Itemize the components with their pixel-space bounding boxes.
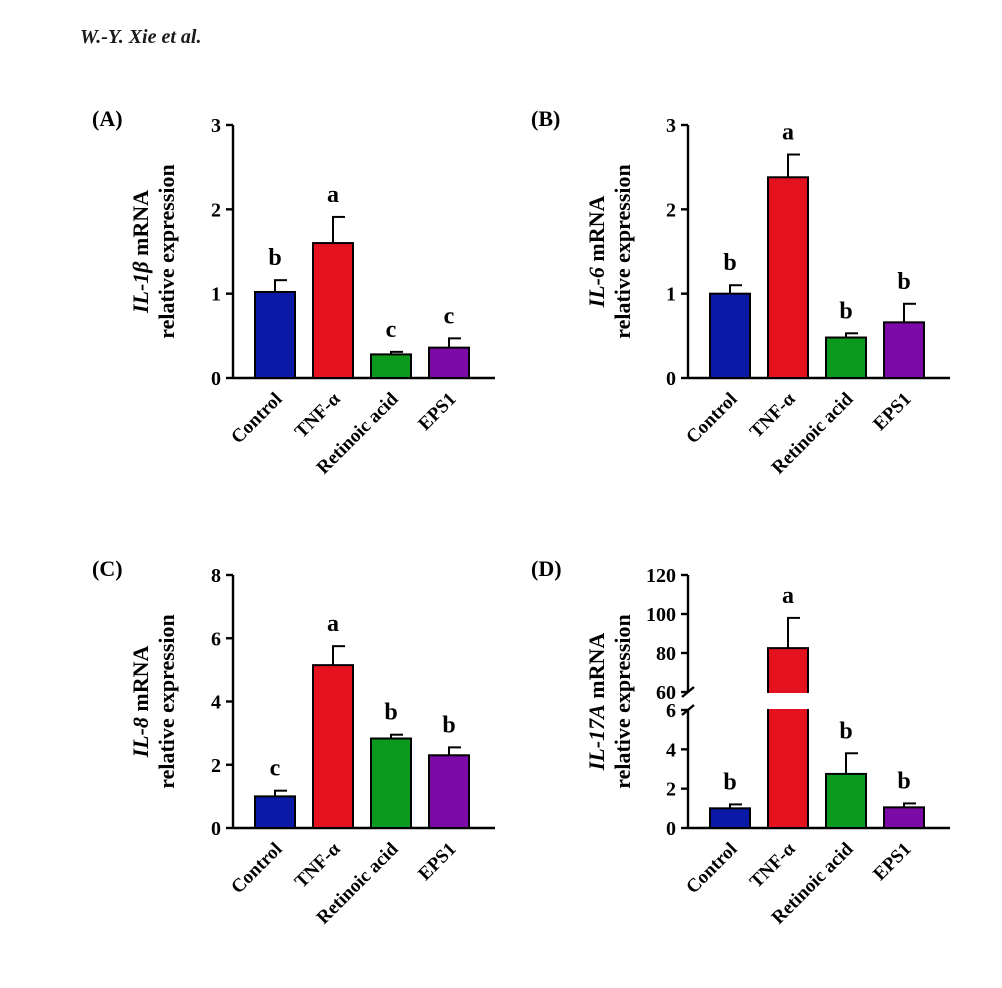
y-tick-label: 1	[666, 284, 676, 306]
significance-letter: c	[444, 303, 455, 329]
bar-retinoic-acid	[825, 336, 867, 379]
bar-retinoic-acid	[370, 737, 412, 829]
chart-panel-d: (D) IL-17A mRNArelative expression 0 2 4 660 8…	[531, 556, 950, 929]
y-tick-label: 6	[211, 628, 221, 650]
bar-tnf-	[312, 242, 354, 379]
y-axis-title: IL-8 mRNArelative expression	[128, 614, 179, 789]
bar-eps1	[883, 806, 925, 829]
y-tick-label: 2	[211, 755, 221, 777]
x-tick-label: Control	[682, 839, 741, 898]
bar-control	[709, 292, 751, 379]
y-tick-label: 2	[666, 199, 676, 221]
significance-letter: b	[384, 700, 397, 726]
chart-panel-a: (A) IL-1β mRNArelative expression 0 1 2 3 b Con…	[92, 106, 495, 479]
bar-tnf-	[312, 664, 354, 829]
panel-label: (C)	[92, 556, 123, 581]
y-tick-label: 0	[211, 818, 221, 840]
significance-letter: b	[897, 768, 910, 794]
bar-break-gap	[766, 693, 810, 709]
significance-letter: a	[327, 611, 339, 637]
y-tick-label: 0	[666, 368, 676, 390]
bar-eps1	[428, 754, 470, 830]
chart-panel-c: (C) IL-8 mRNArelative expression 0 2 4 6 8 c Con…	[92, 556, 495, 929]
significance-letter: a	[782, 583, 794, 609]
x-tick-label: TNF-α	[746, 388, 800, 442]
x-tick-label: Control	[227, 389, 286, 448]
x-tick-label: EPS1	[869, 839, 915, 885]
panel-label: (B)	[531, 106, 560, 131]
x-tick-label: EPS1	[869, 389, 915, 435]
bar-retinoic-acid	[370, 353, 412, 379]
significance-letter: a	[327, 182, 339, 208]
bar-tnf-	[767, 647, 809, 829]
panel-label: (D)	[531, 556, 562, 581]
bar-control	[254, 290, 296, 380]
x-tick-label: TNF-α	[291, 388, 345, 442]
bar-control	[254, 795, 296, 829]
y-tick-label: 100	[646, 604, 676, 626]
bar-tnf-	[767, 176, 809, 379]
x-tick-label: TNF-α	[291, 838, 345, 892]
bar-eps1	[428, 346, 470, 380]
y-axis-title: IL-6 mRNArelative expression	[584, 164, 635, 339]
significance-letter: b	[442, 712, 455, 738]
significance-letter: b	[839, 298, 852, 324]
y-tick-label: 0	[211, 368, 221, 390]
y-tick-label: 3	[211, 115, 221, 137]
significance-letter: b	[723, 250, 736, 276]
significance-letter: c	[386, 317, 397, 343]
y-tick-label: 4	[211, 692, 221, 714]
author-header: W.-Y. Xie et al.	[80, 26, 202, 48]
y-tick-label: 8	[211, 565, 221, 587]
y-tick-label: 4	[666, 739, 676, 761]
x-tick-label: EPS1	[414, 389, 460, 435]
x-tick-label: EPS1	[414, 839, 460, 885]
y-tick-label: 2	[211, 199, 221, 221]
y-axis-title: IL-1β mRNArelative expression	[128, 164, 179, 339]
x-tick-label: Control	[227, 839, 286, 898]
bar-eps1	[883, 321, 925, 379]
significance-letter: b	[723, 769, 736, 795]
chart-panel-b: (B) IL-6 mRNArelative expression 0 1 2 3 b Cont…	[531, 106, 950, 479]
significance-letter: b	[839, 718, 852, 744]
panel-label: (A)	[92, 106, 123, 131]
x-tick-label: TNF-α	[746, 838, 800, 892]
bar-control	[709, 807, 751, 829]
bar-retinoic-acid	[825, 772, 867, 830]
y-tick-label: 0	[666, 818, 676, 840]
y-tick-label: 60	[656, 682, 676, 704]
y-axis-title: IL-17A mRNArelative expression	[584, 614, 635, 789]
y-tick-label: 3	[666, 115, 676, 137]
significance-letter: b	[268, 245, 281, 271]
y-tick-label: 2	[666, 779, 676, 801]
y-tick-label: 80	[656, 643, 676, 665]
y-tick-label: 1	[211, 284, 221, 306]
x-tick-label: Control	[682, 389, 741, 448]
significance-letter: a	[782, 120, 794, 146]
significance-letter: c	[270, 756, 281, 782]
y-tick-label: 6	[666, 700, 676, 722]
y-tick-label: 120	[646, 565, 676, 587]
significance-letter: b	[897, 269, 910, 295]
